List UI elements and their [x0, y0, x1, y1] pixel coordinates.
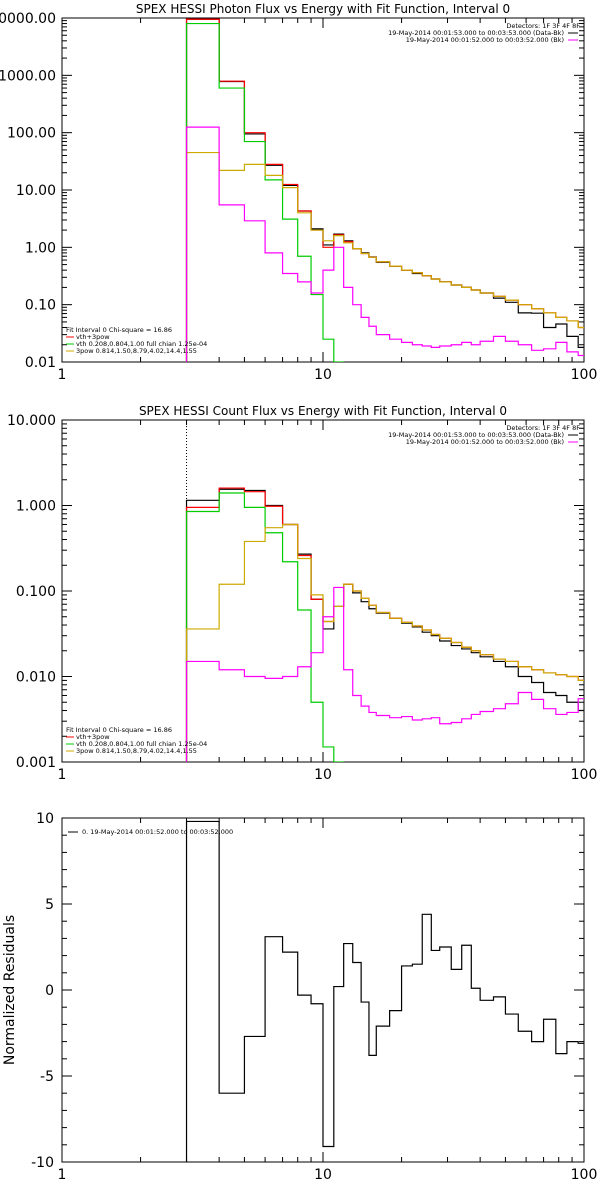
y-tick-label: 10000.00 — [0, 11, 56, 27]
series-line-0 — [185, 18, 584, 362]
y-tick-label: 10 — [36, 811, 54, 827]
x-tick-label: 1 — [58, 767, 67, 783]
chart-title: SPEX HESSI Count Flux vs Energy with Fit… — [139, 404, 507, 418]
legend-entry: 0. 19-May-2014 00:01:52.000 to 00:03:52.… — [82, 828, 233, 836]
y-tick-label: 10.000 — [7, 413, 56, 429]
legend-detectors: Detectors: 1F 3F 4F 8F — [506, 424, 580, 432]
series-line-3 — [185, 151, 584, 362]
y-tick-label: 0.001 — [16, 755, 56, 771]
legend-entry: 19-May-2014 00:01:53.000 to 00:03:53.000… — [388, 431, 564, 439]
y-tick-label: 0 — [45, 983, 54, 999]
fit-legend-line: vth 0.208,0.804,1.00 full chian 1.25e-04 — [76, 740, 207, 748]
fit-legend-line: 3pow 0.814,1.50,8.79,4.02,14.4,1.55 — [76, 747, 197, 755]
fit-legend-title: Fit Interval 0 Chi-square = 16.86 — [66, 326, 172, 334]
series-line-1 — [185, 18, 584, 362]
series-line-1 — [185, 487, 584, 762]
x-tick-label: 1 — [58, 367, 67, 383]
y-tick-label: 0.10 — [25, 298, 56, 314]
series-line-4 — [185, 586, 584, 762]
x-tick-label: 100 — [571, 767, 598, 783]
x-tick-label: 1 — [58, 1167, 67, 1183]
x-tick-label: 10 — [314, 367, 332, 383]
y-tick-label: 5 — [45, 897, 54, 913]
x-tick-label: 10 — [314, 1167, 332, 1183]
y-axis-label: Normalized Residuals — [2, 915, 18, 1065]
fit-legend-line: 3pow 0.814,1.50,8.79,4.02,14.4,1.55 — [76, 347, 197, 355]
fit-legend-title: Fit Interval 0 Chi-square = 16.86 — [66, 726, 172, 734]
y-tick-label: 1.000 — [16, 499, 56, 515]
y-tick-label: 0.100 — [16, 584, 56, 600]
chart-panel-0 — [61, 17, 585, 363]
series-line-3 — [185, 523, 584, 762]
series-line-2 — [185, 22, 344, 362]
y-tick-label: 0.010 — [16, 670, 56, 686]
chart-panel-2 — [61, 817, 585, 1163]
x-tick-label: 10 — [314, 767, 332, 783]
legend-entry: 19-May-2014 00:01:52.000 to 00:03:52.000… — [406, 438, 564, 446]
series-line-0 — [185, 820, 584, 1162]
y-tick-label: 1000.00 — [0, 68, 56, 84]
chart-panel-1 — [61, 419, 585, 763]
y-tick-label: 10.00 — [16, 183, 56, 199]
fit-legend-line: vth+3pow — [76, 733, 110, 741]
series-line-0 — [185, 488, 584, 762]
series-line-2 — [185, 492, 344, 762]
fit-legend-line: vth+3pow — [76, 333, 110, 341]
legend-entry: 19-May-2014 00:01:52.000 to 00:03:52.000… — [406, 36, 564, 44]
x-tick-label: 100 — [571, 1167, 598, 1183]
legend-detectors: Detectors: 1F 3F 4F 8F — [506, 22, 580, 30]
series-line-4 — [185, 126, 584, 362]
y-tick-label: 100.00 — [7, 126, 56, 142]
fit-legend-line: vth 0.208,0.804,1.00 full chian 1.25e-04 — [76, 340, 207, 348]
y-tick-label: -5 — [40, 1069, 54, 1085]
legend-entry: 19-May-2014 00:01:53.000 to 00:03:53.000… — [388, 29, 564, 37]
x-tick-label: 100 — [571, 367, 598, 383]
y-tick-label: 1.00 — [25, 240, 56, 256]
y-tick-label: 0.01 — [25, 355, 56, 371]
y-tick-label: -10 — [31, 1155, 54, 1171]
chart-title: SPEX HESSI Photon Flux vs Energy with Fi… — [136, 2, 510, 16]
